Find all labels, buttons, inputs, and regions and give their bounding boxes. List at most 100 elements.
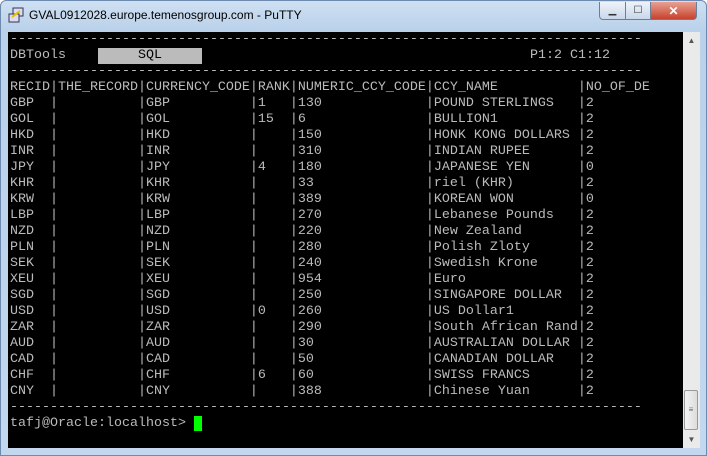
- cell: Chinese Yuan: [433, 384, 530, 399]
- cell: 180: [297, 160, 322, 175]
- cell: 150: [297, 128, 322, 143]
- maximize-button[interactable]: ☐: [625, 2, 651, 20]
- column-separator: |: [49, 112, 58, 127]
- cell: Swedish Krone: [433, 256, 538, 271]
- sql-mode-label: SQL: [98, 48, 202, 64]
- cell: CCY_NAME: [433, 80, 498, 95]
- column-separator: |: [289, 256, 298, 271]
- cell: POUND STERLINGS: [433, 96, 554, 111]
- cell: SINGAPORE DOLLAR: [433, 288, 562, 303]
- column-separator: |: [425, 96, 434, 111]
- cell: NZD: [10, 224, 34, 239]
- scroll-down-icon[interactable]: ▼: [687, 435, 696, 444]
- title-bar[interactable]: GVAL0912028.europe.temenosgroup.com - Pu…: [1, 1, 706, 31]
- column-separator: |: [249, 144, 258, 159]
- column-separator: |: [137, 176, 146, 191]
- cell: 0: [257, 304, 266, 319]
- cell: INR: [10, 144, 34, 159]
- cell: KRW: [10, 192, 34, 207]
- cell: GBP: [145, 96, 170, 111]
- cell: NZD: [145, 224, 170, 239]
- cell: GOL: [145, 112, 170, 127]
- column-separator: |: [137, 96, 146, 111]
- column-separator: |: [425, 80, 434, 95]
- app-name: DBTools: [10, 48, 66, 63]
- cell: 2: [585, 368, 594, 383]
- table-row: JPY | |JPY |4 |180 |JAPANESE YEN |0: [10, 160, 650, 176]
- cell: LBP: [145, 208, 170, 223]
- cell: Polish Zloty: [433, 240, 530, 255]
- cell: SGD: [145, 288, 170, 303]
- table-row: SEK | |SEK | |240 |Swedish Krone |2: [10, 256, 650, 272]
- column-separator: |: [137, 272, 146, 287]
- cell: 240: [297, 256, 322, 271]
- cell: South African Rand: [433, 320, 578, 335]
- column-separator: |: [249, 272, 258, 287]
- column-separator: |: [137, 288, 146, 303]
- column-separator: |: [49, 160, 58, 175]
- column-separator: |: [577, 96, 586, 111]
- column-separator: |: [577, 208, 586, 223]
- close-button[interactable]: ✕: [650, 2, 697, 20]
- column-separator: |: [249, 352, 258, 367]
- command-prompt[interactable]: tafj@Oracle:localhost>: [10, 416, 202, 432]
- column-separator: |: [49, 192, 58, 207]
- cell: SEK: [10, 256, 34, 271]
- terminal-screen[interactable]: SQL ------------------------------------…: [8, 32, 683, 448]
- cell: AUSTRALIAN DOLLAR: [433, 336, 570, 351]
- cell: 2: [585, 176, 594, 191]
- cell: JAPANESE YEN: [433, 160, 530, 175]
- column-separator: |: [249, 288, 258, 303]
- separator-line: ----------------------------------------…: [10, 64, 642, 79]
- column-separator: |: [577, 320, 586, 335]
- column-separator: |: [249, 96, 258, 111]
- cell: 220: [297, 224, 322, 239]
- column-separator: |: [137, 160, 146, 175]
- table-row: GBP | |GBP |1 |130 |POUND STERLINGS |2: [10, 96, 650, 112]
- cell: INR: [145, 144, 170, 159]
- column-separator: |: [289, 368, 298, 383]
- column-separator: |: [137, 144, 146, 159]
- column-separator: |: [49, 176, 58, 191]
- cell: KHR: [10, 176, 34, 191]
- column-separator: |: [137, 384, 146, 399]
- table-row: XEU | |XEU | |954 |Euro |2: [10, 272, 650, 288]
- column-separator: |: [137, 112, 146, 127]
- scroll-up-icon[interactable]: ▲: [687, 36, 696, 45]
- column-separator: |: [577, 224, 586, 239]
- column-separator: |: [425, 112, 434, 127]
- text-cursor: [193, 416, 202, 431]
- column-separator: |: [289, 96, 298, 111]
- window-title: GVAL0912028.europe.temenosgroup.com - Pu…: [29, 8, 302, 22]
- column-separator: |: [249, 176, 258, 191]
- cell: ZAR: [145, 320, 170, 335]
- cell: SGD: [10, 288, 34, 303]
- cell: 0: [585, 160, 594, 175]
- putty-icon: [8, 7, 24, 23]
- cell: 33: [297, 176, 314, 191]
- cell: 2: [585, 384, 594, 399]
- column-separator: |: [289, 304, 298, 319]
- column-separator: |: [49, 272, 58, 287]
- column-separator: |: [425, 352, 434, 367]
- column-separator: |: [137, 304, 146, 319]
- scroll-thumb[interactable]: ≡: [684, 390, 698, 430]
- column-separator: |: [289, 272, 298, 287]
- table-row: LBP | |LBP | |270 |Lebanese Pounds |2: [10, 208, 650, 224]
- column-separator: |: [289, 176, 298, 191]
- column-separator: |: [249, 368, 258, 383]
- cell: 50: [297, 352, 314, 367]
- cell: 2: [585, 272, 594, 287]
- cell: New Zealand: [433, 224, 522, 239]
- column-separator: |: [289, 80, 298, 95]
- table-row: GOL | |GOL |15 |6 |BULLION1 |2: [10, 112, 650, 128]
- column-separator: |: [49, 288, 58, 303]
- scrollbar[interactable]: ▲ ≡ ▼: [683, 32, 700, 448]
- cell: CNY: [10, 384, 34, 399]
- column-separator: |: [289, 192, 298, 207]
- cell: 2: [585, 128, 594, 143]
- maximize-icon: ☐: [633, 5, 643, 16]
- minimize-button[interactable]: ▁: [599, 2, 626, 20]
- column-separator: |: [249, 208, 258, 223]
- column-separator: |: [49, 320, 58, 335]
